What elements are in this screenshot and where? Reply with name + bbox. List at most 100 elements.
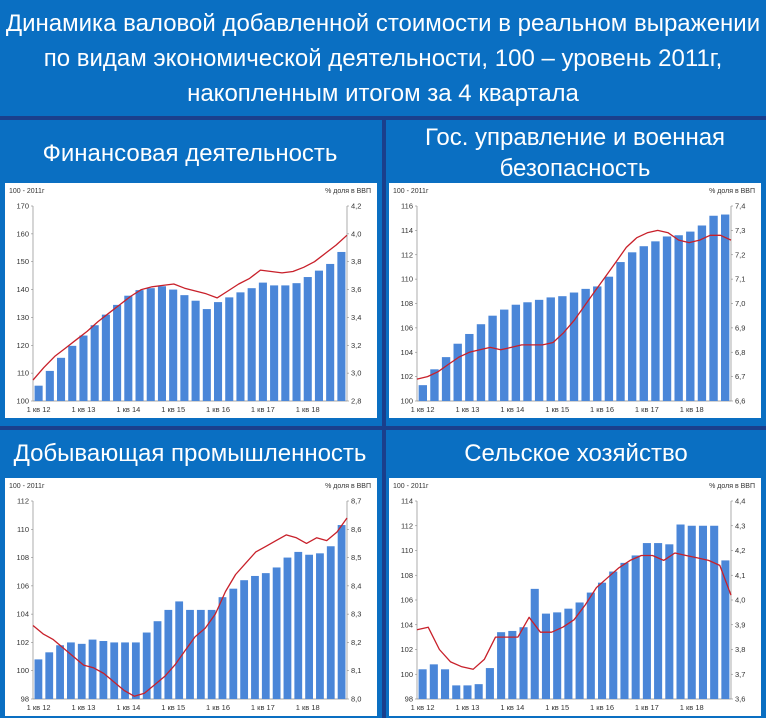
bar xyxy=(66,642,75,699)
bar xyxy=(586,592,595,699)
bar xyxy=(497,632,506,699)
bar xyxy=(654,543,663,699)
y-tick-label: 106 xyxy=(400,596,413,605)
bar xyxy=(326,546,335,699)
y2-tick-label: 3,7 xyxy=(735,670,745,679)
y-tick-label: 114 xyxy=(401,226,413,235)
chart-mining: 100 - 2011г % доля в ВВП 98 100 102 104 106 108… xyxy=(5,478,377,716)
y-tick-label: 170 xyxy=(16,202,29,211)
bar xyxy=(121,642,129,699)
bar xyxy=(294,551,303,699)
y2-tick-label: 6,8 xyxy=(735,348,745,357)
bar xyxy=(476,324,486,401)
x-tick-label: 1 кв 15 xyxy=(161,703,185,712)
right-axis-caption: % доля в ВВП xyxy=(325,188,371,195)
right-axis-caption: % доля в ВВП xyxy=(325,483,371,490)
bar xyxy=(261,573,270,699)
y2-tick-label: 4,1 xyxy=(735,571,745,580)
y-tick-label: 140 xyxy=(16,285,29,294)
bar xyxy=(79,335,88,401)
chart-mining-svg: 100 - 2011г % доля в ВВП 98 100 102 104 106 108… xyxy=(9,483,371,712)
left-axis-caption: 100 - 2011г xyxy=(393,188,429,195)
bar xyxy=(45,652,54,699)
chart-government-svg: 100 - 2011г % доля в ВВП 100 102 104 106 108 11… xyxy=(393,188,755,414)
bar xyxy=(452,685,461,699)
bar xyxy=(453,343,462,401)
panel-title-government-text: Гос. управление и военная безопасность xyxy=(424,124,726,182)
x-tick-label: 1 кв 18 xyxy=(680,703,704,712)
chart-government: 100 - 2011г % доля в ВВП 100 102 104 106 108 11… xyxy=(389,183,761,418)
x-tick-label: 1 кв 17 xyxy=(635,703,659,712)
x-tick-label: 1 кв 14 xyxy=(116,405,140,414)
bar xyxy=(687,525,696,699)
y2-tick-label: 3,6 xyxy=(351,285,361,294)
bar xyxy=(581,288,590,401)
y-tick-label: 110 xyxy=(401,546,413,555)
bar xyxy=(45,370,54,401)
bar xyxy=(609,571,618,699)
bar xyxy=(68,345,77,401)
bar xyxy=(463,685,472,699)
y-tick-label: 102 xyxy=(16,638,29,647)
x-tick-label: 1 кв 15 xyxy=(161,405,185,414)
bar xyxy=(34,659,43,699)
chart-agriculture: 100 - 2011г % доля в ВВП 98 100 102 104 106 108… xyxy=(389,478,761,716)
bar xyxy=(604,276,614,401)
y2-tick-label: 8,2 xyxy=(351,638,361,647)
bar xyxy=(164,609,173,699)
x-tick-label: 1 кв 16 xyxy=(590,405,614,414)
x-tick-label: 1 кв 12 xyxy=(27,703,51,712)
y-tick-label: 110 xyxy=(401,275,413,284)
bar xyxy=(196,609,205,699)
bar xyxy=(418,669,427,699)
bar xyxy=(218,597,227,699)
y2-tick-label: 8,0 xyxy=(351,695,361,704)
right-axis-caption: % доля в ВВП xyxy=(709,188,755,195)
bar xyxy=(191,300,200,401)
x-tick-label: 1 кв 15 xyxy=(545,703,569,712)
y2-tick-label: 8,6 xyxy=(351,525,361,534)
left-axis-caption: 100 - 2011г xyxy=(9,483,45,490)
x-tick-label: 1 кв 15 xyxy=(545,405,569,414)
bar xyxy=(575,602,584,699)
bar xyxy=(180,295,189,401)
bar xyxy=(564,608,573,699)
left-axis-caption: 100 - 2011г xyxy=(393,483,429,490)
y-tick-label: 100 xyxy=(400,397,413,406)
x-tick-label: 1 кв 14 xyxy=(116,703,140,712)
x-tick-label: 1 кв 12 xyxy=(27,405,51,414)
bar xyxy=(283,557,292,699)
y2-tick-label: 3,8 xyxy=(735,645,745,654)
bar xyxy=(721,560,730,699)
bar xyxy=(642,543,651,699)
x-tick-label: 1 кв 17 xyxy=(251,703,275,712)
bar xyxy=(213,302,223,401)
x-tick-label: 1 кв 13 xyxy=(455,405,479,414)
bar xyxy=(616,262,625,401)
bar xyxy=(146,288,155,401)
bar xyxy=(511,304,521,401)
y2-tick-label: 7,0 xyxy=(735,299,745,308)
bar xyxy=(530,588,539,699)
bar xyxy=(99,641,108,699)
bar xyxy=(303,277,312,401)
x-tick-label: 1 кв 17 xyxy=(251,405,275,414)
panel-title-agriculture-text: Сельское хозяйство xyxy=(464,440,688,467)
bar xyxy=(597,582,607,699)
bar xyxy=(236,292,245,401)
bar xyxy=(88,639,97,699)
y-tick-label: 112 xyxy=(17,497,29,506)
y2-tick-label: 3,6 xyxy=(735,695,745,704)
bar xyxy=(124,295,133,401)
left-axis-caption: 100 - 2011г xyxy=(9,188,45,195)
bar xyxy=(56,645,64,699)
gdp-share-line xyxy=(32,234,348,381)
y-tick-label: 110 xyxy=(17,525,29,534)
bar xyxy=(430,369,439,401)
bar xyxy=(553,612,562,699)
y2-tick-label: 3,8 xyxy=(351,257,361,266)
bar xyxy=(142,632,151,699)
y2-tick-label: 7,3 xyxy=(735,226,745,235)
panel-title-mining: Добывающая промышленность xyxy=(0,438,380,469)
bar xyxy=(662,236,672,401)
